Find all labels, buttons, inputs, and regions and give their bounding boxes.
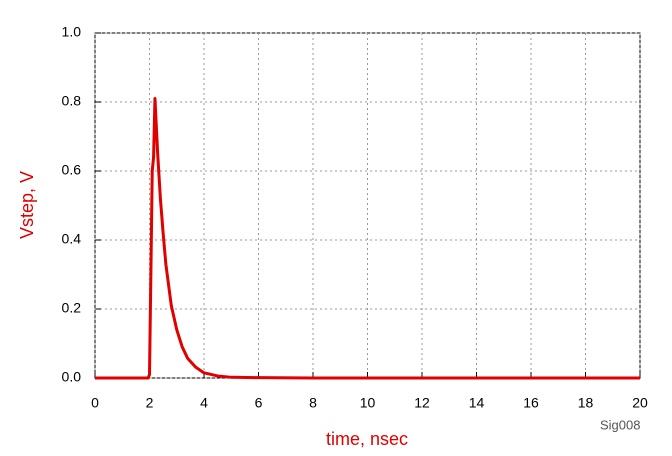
- y-axis-title: Vstep, V: [17, 171, 37, 239]
- y-tick-label: 0.0: [62, 369, 82, 385]
- x-tick-label: 14: [469, 395, 485, 411]
- y-tick-label: 0.2: [62, 300, 82, 316]
- x-tick-label: 20: [632, 395, 648, 411]
- watermark: Sig008: [600, 417, 640, 432]
- x-tick-label: 2: [146, 395, 154, 411]
- x-axis-title: time, nsec: [326, 429, 408, 449]
- x-tick-label: 4: [200, 395, 208, 411]
- y-tick-label: 1.0: [62, 24, 82, 40]
- x-tick-label: 16: [523, 395, 539, 411]
- x-tick-label: 12: [414, 395, 430, 411]
- y-tick-label: 0.8: [62, 93, 82, 109]
- data-line: [95, 97, 640, 380]
- x-tick-label: 10: [360, 395, 376, 411]
- y-tick-label: 0.6: [62, 162, 82, 178]
- x-tick-label: 18: [578, 395, 594, 411]
- x-tick-label: 6: [255, 395, 263, 411]
- y-tick-label: 0.4: [62, 231, 82, 247]
- x-tick-label: 8: [309, 395, 317, 411]
- x-tick-label: 0: [91, 395, 99, 411]
